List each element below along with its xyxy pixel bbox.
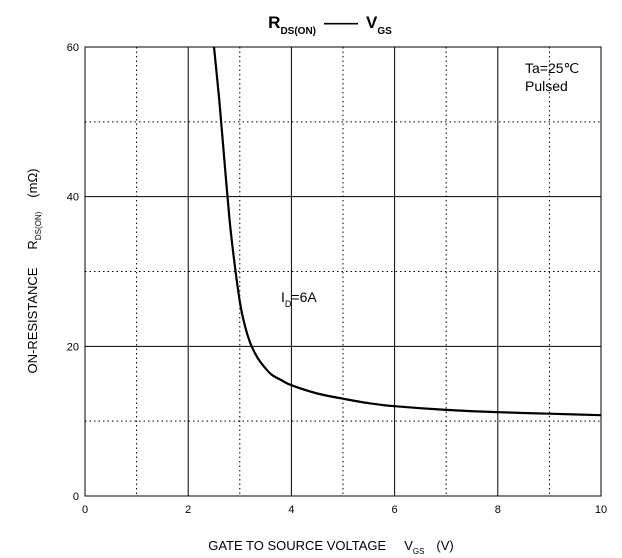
x-axis-label-unit: (V) xyxy=(436,538,453,553)
y-tick-labels: 0 20 40 60 xyxy=(67,42,79,503)
y-tick-label: 60 xyxy=(67,42,79,54)
y-axis-label-symbol-sub: DS(ON) xyxy=(34,211,43,240)
x-axis-label-symbol: V xyxy=(404,538,413,553)
x-axis-label: GATE TO SOURCE VOLTAGE VGS (V) xyxy=(208,538,454,556)
series-label-sub: D xyxy=(285,299,292,309)
title-right-main: V xyxy=(366,13,378,32)
minor-grid xyxy=(85,47,601,496)
condition-temperature: Ta=25℃ xyxy=(525,60,579,76)
y-axis-label-main: ON-RESISTANCE xyxy=(25,267,40,373)
title-left-sub: DS(ON) xyxy=(280,26,316,37)
x-tick-label: 4 xyxy=(288,504,294,516)
series-label: ID=6A xyxy=(281,289,317,309)
series-label-rest: =6A xyxy=(291,289,317,305)
y-axis-label-symbol: R xyxy=(25,240,40,249)
x-tick-label: 0 xyxy=(82,504,88,516)
chart-title: RDS(ON) —— VGS xyxy=(268,13,392,37)
series-label-main: I xyxy=(281,289,285,305)
y-tick-label: 40 xyxy=(67,192,79,204)
condition-pulsed: Pulsed xyxy=(525,78,568,94)
y-axis-label-unit: (mΩ) xyxy=(25,169,40,198)
x-axis-label-main: GATE TO SOURCE VOLTAGE xyxy=(208,538,386,553)
plot-frame xyxy=(84,46,602,497)
x-tick-label: 2 xyxy=(185,504,191,516)
y-tick-label: 0 xyxy=(73,491,79,503)
x-tick-labels: 0 2 4 6 8 10 xyxy=(82,504,607,516)
major-grid xyxy=(85,47,601,496)
x-axis-label-symbol-sub: GS xyxy=(413,547,425,556)
series-line-id-6a xyxy=(212,46,602,417)
y-tick-label: 20 xyxy=(67,341,79,353)
x-tick-label: 6 xyxy=(392,504,398,516)
title-separator: —— xyxy=(324,13,358,32)
title-right-sub: GS xyxy=(377,26,392,37)
title-left-main: R xyxy=(268,13,280,32)
x-tick-label: 8 xyxy=(495,504,501,516)
x-tick-label: 10 xyxy=(595,504,607,516)
y-axis-label: ON-RESISTANCE RDS(ON) (mΩ) xyxy=(25,169,43,374)
